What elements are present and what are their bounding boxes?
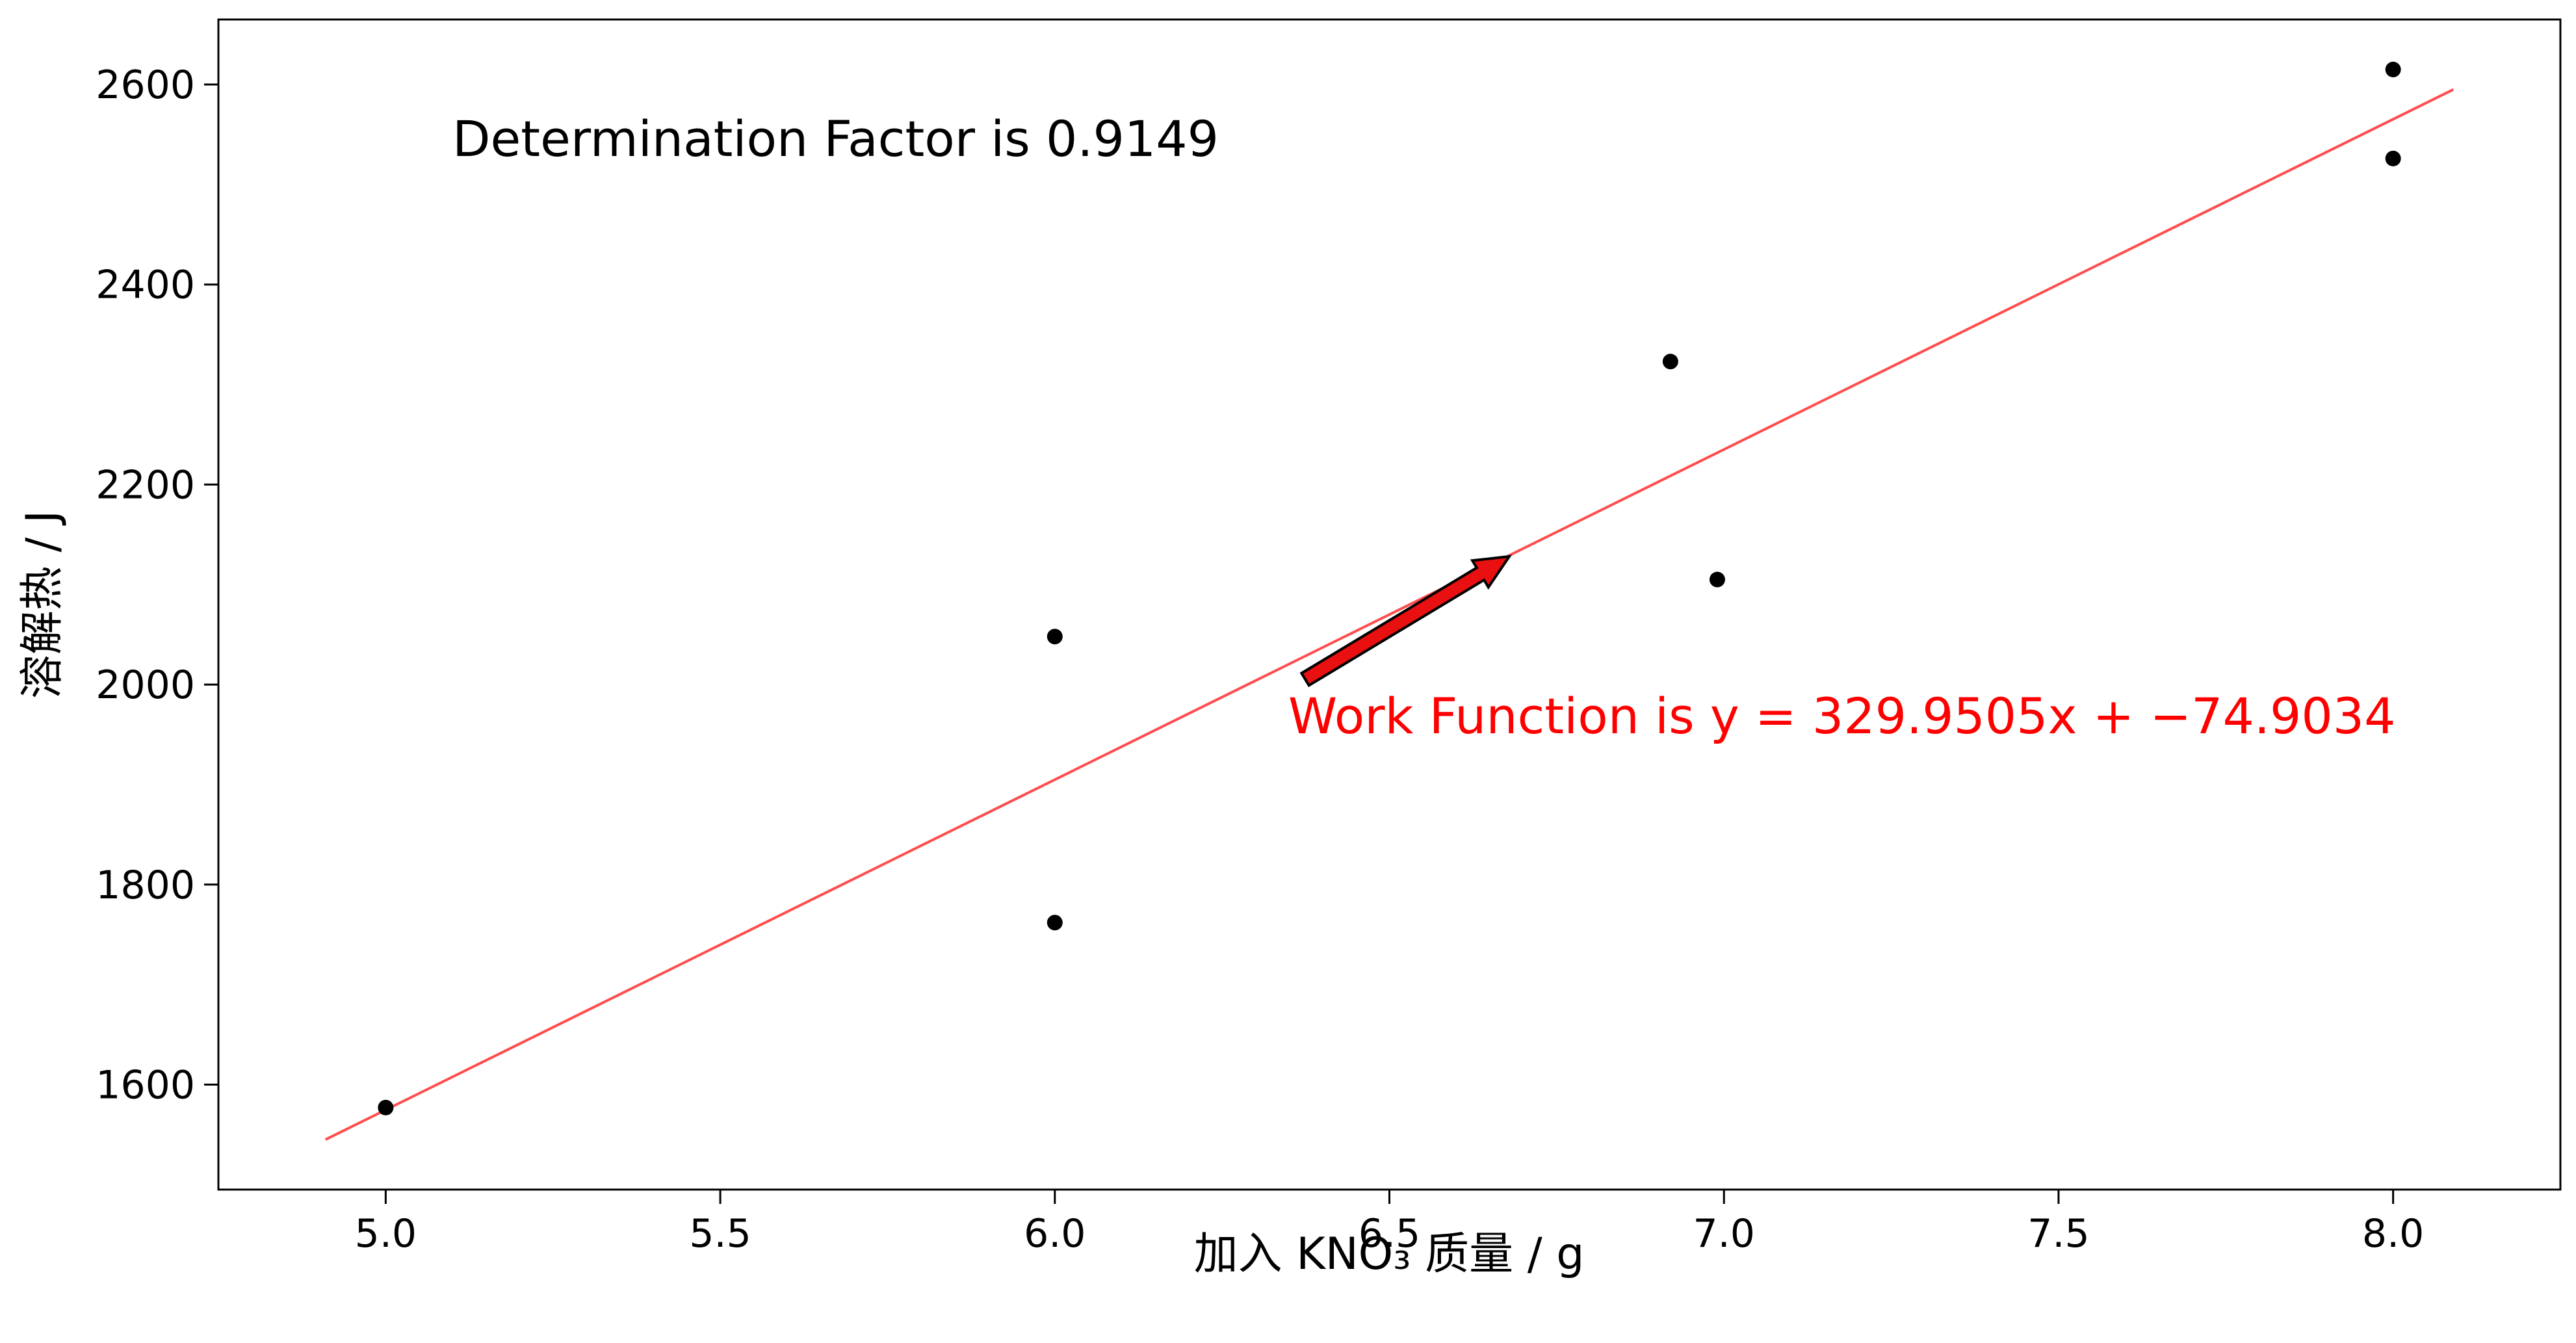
x-tick-label: 7.5 (2027, 1211, 2089, 1257)
annotation-arrow (1299, 554, 1513, 688)
data-point (2385, 150, 2401, 166)
y-tick-label: 2200 (96, 462, 195, 508)
y-axis-label: 溶解热 / J (17, 510, 68, 699)
x-axis-label: 加入 KNO₃ 质量 / g (1194, 1229, 1585, 1280)
y-axis: 1600 1800 2000 2200 2400 2600 (96, 62, 218, 1108)
x-tick-label: 6.5 (1359, 1211, 1420, 1257)
x-tick-label: 5.5 (689, 1211, 751, 1257)
x-tick-label: 7.0 (1693, 1211, 1755, 1257)
fit-line (324, 88, 2454, 1141)
data-point (1047, 915, 1063, 931)
determination-annotation: Determination Factor is 0.9149 (452, 110, 1219, 168)
data-point (1662, 354, 1678, 370)
x-tick-label: 5.0 (355, 1211, 417, 1257)
x-tick-label: 6.0 (1024, 1211, 1086, 1257)
x-tick-label: 8.0 (2362, 1211, 2424, 1257)
data-point (378, 1099, 394, 1115)
x-axis: 5.0 5.5 6.0 6.5 7.0 7.5 8.0 (355, 1190, 2424, 1257)
y-tick-label: 2600 (96, 62, 195, 108)
y-tick-label: 2400 (96, 263, 195, 308)
work-function-annotation: Work Function is y = 329.9505x + −74.903… (1288, 687, 2395, 745)
y-tick-label: 1800 (96, 863, 195, 908)
data-point (2385, 61, 2401, 77)
data-points (378, 61, 2401, 1115)
data-point (1709, 571, 1725, 588)
y-tick-label: 1600 (96, 1062, 195, 1108)
data-point (1047, 629, 1063, 645)
plot-frame (217, 18, 2562, 1191)
y-tick-label: 2000 (96, 662, 195, 708)
